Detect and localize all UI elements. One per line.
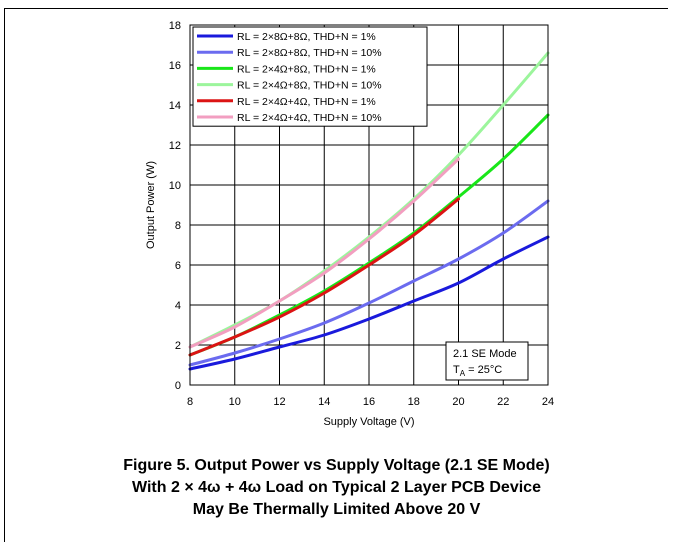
x-tick-labels: 8 10 12 14 16 18 20 22 24 [187, 396, 554, 408]
legend-label-6: RL = 2×4Ω+4Ω, THD+N = 10% [237, 112, 382, 124]
y-tick-label: 6 [175, 260, 181, 272]
figure-caption: Figure 5. Output Power vs Supply Voltage… [0, 455, 673, 521]
series-line-5 [188, 197, 460, 357]
y-tick-label: 16 [169, 60, 181, 72]
series-line-6 [188, 157, 460, 349]
caption-line-2: With 2 × 4ω + 4ω Load on Typical 2 Layer… [132, 479, 541, 496]
chart-legend: RL = 2×8Ω+8Ω, THD+N = 1% RL = 2×8Ω+8Ω, TH… [192, 26, 428, 127]
chart-series [188, 51, 550, 371]
legend-label-4: RL = 2×4Ω+8Ω, THD+N = 10% [237, 80, 382, 92]
y-tick-label: 8 [175, 220, 181, 232]
page-frame-top [4, 8, 668, 9]
annotation-mode: 2.1 SE Mode [453, 348, 517, 360]
chart-annotation: 2.1 SE Mode TA = 25°C [445, 341, 529, 381]
x-axis-label: Supply Voltage (V) [323, 416, 414, 428]
x-tick-label: 18 [408, 396, 420, 408]
legend-box [192, 26, 428, 127]
y-tick-label: 10 [169, 180, 181, 192]
y-axis-label: Output Power (W) [145, 161, 157, 249]
legend-label-1: RL = 2×8Ω+8Ω, THD+N = 1% [237, 31, 376, 43]
x-tick-label: 22 [497, 396, 509, 408]
y-tick-label: 18 [169, 20, 181, 32]
x-tick-label: 12 [273, 396, 285, 408]
annotation-temperature: TA = 25°C [453, 364, 502, 378]
x-tick-label: 10 [229, 396, 241, 408]
y-tick-label: 0 [175, 380, 181, 392]
legend-label-5: RL = 2×4Ω+4Ω, THD+N = 1% [237, 96, 376, 108]
y-tick-label: 2 [175, 340, 181, 352]
x-tick-label: 8 [187, 396, 193, 408]
x-tick-label: 14 [318, 396, 330, 408]
caption-line-1: Figure 5. Output Power vs Supply Voltage… [123, 457, 550, 474]
annotation-box [445, 341, 529, 381]
x-tick-label: 24 [542, 396, 554, 408]
y-tick-label: 4 [175, 300, 181, 312]
x-tick-label: 16 [363, 396, 375, 408]
legend-label-3: RL = 2×4Ω+8Ω, THD+N = 1% [237, 63, 376, 75]
x-tick-label: 20 [452, 396, 464, 408]
y-tick-label: 14 [169, 100, 181, 112]
y-tick-labels: 0 2 4 6 8 10 12 14 16 18 [169, 20, 181, 392]
plot-frame [189, 24, 549, 386]
series-line-2 [188, 199, 550, 367]
legend-label-2: RL = 2×8Ω+8Ω, THD+N = 10% [237, 47, 382, 59]
page-frame-left [4, 8, 5, 542]
y-tick-label: 12 [169, 140, 181, 152]
series-line-1 [188, 235, 550, 371]
caption-line-3: May Be Thermally Limited Above 20 V [192, 501, 481, 518]
